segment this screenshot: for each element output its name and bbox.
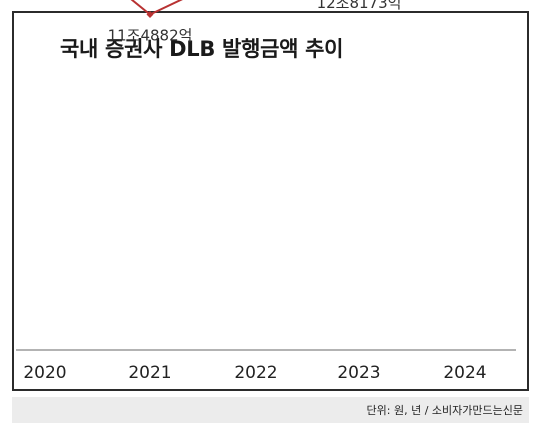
chart-frame: [12, 11, 529, 391]
chart-title: 국내 증권사 DLB 발행금액 추이: [60, 37, 344, 61]
x-tick-label-2020: 2020: [23, 363, 66, 383]
x-tick-label-2021: 2021: [128, 363, 171, 383]
series-line: [130, 0, 183, 16]
data-label-2021: 11조4882억: [108, 27, 193, 45]
x-tick-label-2023: 2023: [337, 363, 380, 383]
x-tick-label-2024: 2024: [443, 363, 486, 383]
data-label-2023: 12조8173억: [317, 0, 402, 12]
unit-source-note: 단위: 원, 년 / 소비자가만드는신문: [366, 404, 523, 417]
source-footer: 단위: 원, 년 / 소비자가만드는신문: [12, 397, 529, 423]
data-point-2021: [146, 11, 154, 19]
x-tick-label-2022: 2022: [234, 363, 277, 383]
